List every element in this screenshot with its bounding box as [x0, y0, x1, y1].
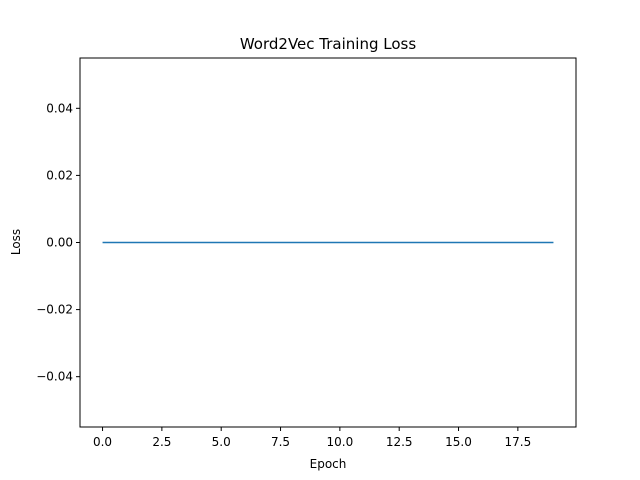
x-tick-label: 15.0 [445, 435, 472, 449]
x-axis-label: Epoch [310, 457, 347, 471]
y-axis-ticks: 0.04 0.02 0.00 −0.02 −0.04 [36, 101, 80, 384]
x-axis-ticks: 0.0 2.5 5.0 7.5 10.0 12.5 15.0 17.5 [93, 427, 531, 449]
x-tick-label: 0.0 [93, 435, 112, 449]
x-tick-label: 17.5 [504, 435, 531, 449]
x-tick-label: 2.5 [152, 435, 171, 449]
y-tick-label: 0.02 [46, 168, 73, 182]
x-tick-label: 10.0 [327, 435, 354, 449]
x-tick-label: 7.5 [271, 435, 290, 449]
y-tick-label: 0.04 [46, 101, 73, 115]
y-tick-label: 0.00 [46, 236, 73, 250]
y-tick-label: −0.02 [36, 303, 73, 317]
plot-area [79, 57, 577, 428]
x-tick-label: 12.5 [386, 435, 413, 449]
y-axis-label: Loss [9, 229, 23, 255]
x-tick-label: 5.0 [212, 435, 231, 449]
chart-title: Word2Vec Training Loss [240, 35, 416, 53]
y-tick-label: −0.04 [36, 370, 73, 384]
